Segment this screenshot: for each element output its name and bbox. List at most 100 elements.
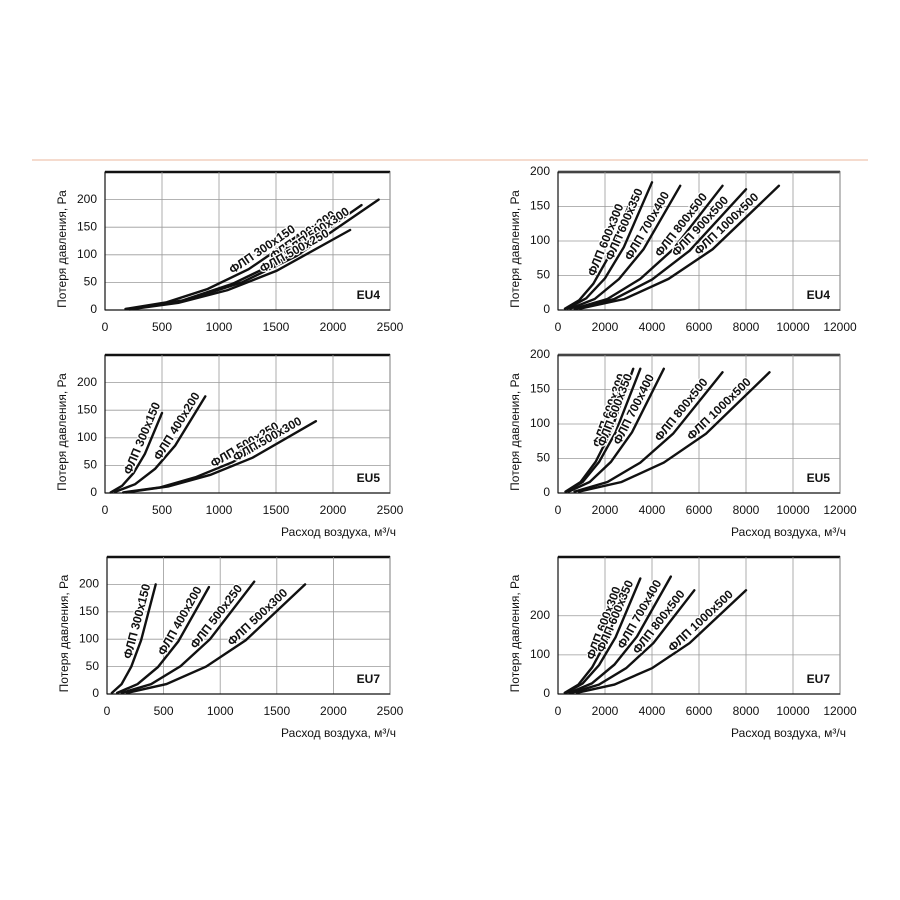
curve <box>577 371 771 493</box>
y-axis-label: Потеря давления, Ра <box>508 574 522 692</box>
x-axis-label: Расход воздуха, м³/ч <box>281 525 396 539</box>
curve <box>125 583 307 695</box>
y-tick-label: 50 <box>537 268 551 282</box>
curve <box>563 205 630 310</box>
y-tick-label: 100 <box>77 430 97 444</box>
x-tick-label: 6000 <box>686 503 713 517</box>
x-tick-label: 0 <box>555 503 562 517</box>
chart: 0 500 1000 1500 2000 2500 0 50 100 150 200 Потеря д… <box>55 170 404 334</box>
y-tick-label: 150 <box>530 199 550 213</box>
y-tick-label: 100 <box>77 247 97 261</box>
x-axis-label: Расход воздуха, м³/ч <box>731 525 846 539</box>
x-tick-label: 2000 <box>320 503 347 517</box>
y-tick-label: 150 <box>77 219 97 233</box>
y-tick-label: 50 <box>537 451 551 465</box>
x-tick-label: 0 <box>555 704 562 718</box>
box-label: EU4 <box>357 288 381 302</box>
box-label: EU5 <box>807 471 831 485</box>
x-tick-label: 6000 <box>686 704 713 718</box>
y-tick-label: 50 <box>84 275 98 289</box>
x-tick-label: 0 <box>104 704 111 718</box>
y-tick-label: 0 <box>543 485 550 499</box>
x-tick-label: 12000 <box>823 503 857 517</box>
y-tick-label: 200 <box>530 164 550 178</box>
x-tick-label: 1000 <box>206 503 233 517</box>
y-tick-label: 200 <box>530 347 550 361</box>
x-tick-label: 0 <box>102 320 109 334</box>
y-tick-label: 0 <box>92 686 99 700</box>
curve <box>110 583 157 695</box>
y-tick-label: 200 <box>530 608 550 622</box>
curve <box>575 188 748 310</box>
x-tick-label: 2000 <box>592 320 619 334</box>
y-tick-label: 150 <box>77 402 97 416</box>
box-label: EU7 <box>807 672 831 686</box>
x-tick-label: 0 <box>555 320 562 334</box>
x-tick-label: 2000 <box>320 704 347 718</box>
y-tick-label: 50 <box>86 659 100 673</box>
box-label: EU4 <box>807 288 831 302</box>
chart: 0 500 1000 1500 2000 2500 0 50 100 150 200 Потеря д… <box>57 555 404 740</box>
y-tick-label: 200 <box>77 192 97 206</box>
x-tick-label: 8000 <box>733 503 760 517</box>
x-tick-label: 10000 <box>776 704 810 718</box>
curve <box>116 585 211 695</box>
curve <box>570 589 696 694</box>
x-tick-label: 8000 <box>733 704 760 718</box>
y-tick-label: 50 <box>84 458 98 472</box>
x-tick-label: 4000 <box>639 503 666 517</box>
curve <box>569 184 682 310</box>
chart: 0 500 1000 1500 2000 2500 0 50 100 150 200 Потеря д… <box>55 353 404 539</box>
chart: 0 2000 4000 6000 8000 10000 12000 0 100 200 Потеря… <box>508 555 857 740</box>
y-axis-label: Потеря давления, Ра <box>508 190 522 308</box>
x-tick-label: 4000 <box>639 320 666 334</box>
chart: 0 2000 4000 6000 8000 10000 12000 0 50 100 150 200 П… <box>508 164 857 334</box>
x-tick-label: 500 <box>152 320 172 334</box>
curve <box>567 367 665 493</box>
x-tick-label: 10000 <box>776 320 810 334</box>
curve <box>120 580 256 695</box>
x-tick-label: 1000 <box>206 320 233 334</box>
y-tick-label: 100 <box>530 233 550 247</box>
curve <box>568 575 672 694</box>
x-tick-label: 500 <box>154 704 174 718</box>
curve <box>128 228 352 311</box>
x-tick-label: 2000 <box>320 320 347 334</box>
curve <box>573 371 724 493</box>
x-tick-label: 2500 <box>377 503 404 517</box>
x-tick-label: 2500 <box>377 704 404 718</box>
x-axis-label: Расход воздуха, м³/ч <box>281 726 396 740</box>
y-tick-label: 0 <box>90 485 97 499</box>
curve <box>565 367 642 493</box>
y-axis-label: Потеря давления, Ра <box>55 190 69 308</box>
y-tick-label: 150 <box>530 382 550 396</box>
y-tick-label: 100 <box>79 631 99 645</box>
x-tick-label: 1000 <box>207 704 234 718</box>
y-tick-label: 150 <box>79 604 99 618</box>
y-axis-label: Потеря давления, Ра <box>57 574 71 692</box>
x-tick-label: 2500 <box>377 320 404 334</box>
x-tick-label: 12000 <box>823 320 857 334</box>
box-label: EU7 <box>357 672 381 686</box>
x-tick-label: 2000 <box>592 503 619 517</box>
x-tick-label: 1500 <box>263 704 290 718</box>
y-axis-label: Потеря давления, Ра <box>55 373 69 491</box>
x-tick-label: 4000 <box>639 704 666 718</box>
curve <box>109 411 164 494</box>
y-axis-label: Потеря давления, Ра <box>508 373 522 491</box>
curve <box>573 184 724 310</box>
curve <box>124 420 318 494</box>
y-tick-label: 0 <box>90 302 97 316</box>
x-tick-label: 10000 <box>776 503 810 517</box>
x-tick-label: 6000 <box>686 320 713 334</box>
y-tick-label: 200 <box>77 375 97 389</box>
y-tick-label: 100 <box>530 416 550 430</box>
y-tick-label: 100 <box>530 647 550 661</box>
plot-area <box>104 171 391 311</box>
y-tick-label: 0 <box>543 302 550 316</box>
curve <box>565 577 642 694</box>
x-tick-label: 1500 <box>263 320 290 334</box>
x-tick-label: 2000 <box>592 704 619 718</box>
x-tick-label: 0 <box>102 503 109 517</box>
